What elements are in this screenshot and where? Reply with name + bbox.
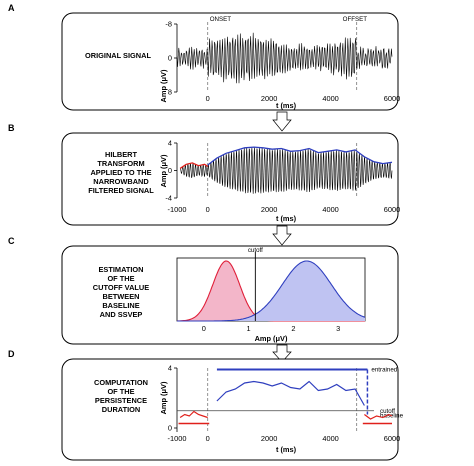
panel-letter-a: A (8, 3, 15, 13)
x-axis-label: t (ms) (276, 214, 297, 223)
onset-label: ONSET (210, 16, 232, 23)
x-axis-label: t (ms) (276, 101, 297, 110)
filtered-signal-line (180, 147, 393, 194)
y-axis-label: Amp (μV) (159, 381, 168, 414)
panel-a-plot: Amp (μV) -8 0 8 ONSET OFFSET 0 2000 4000 6000 t (m… (159, 16, 400, 110)
x-tick-label: 2000 (261, 434, 277, 443)
y-tick-label: 8 (168, 88, 172, 97)
signal-line (176, 32, 393, 84)
x-axis-label: Amp (μV) (255, 334, 288, 343)
y-tick-label: -4 (165, 194, 172, 203)
panel-d-title-line-2: PERSISTENCE (95, 396, 147, 405)
offset-label: OFFSET (343, 16, 368, 23)
cutoff-label: cutoff (380, 408, 395, 415)
panel-b-frame (61, 132, 399, 226)
panel-a-frame (61, 12, 399, 111)
x-tick-label: 6000 (384, 205, 400, 214)
panel-b-title-line-1: TRANSFORM (97, 159, 144, 168)
panel-letter-b: B (8, 123, 15, 133)
panel-c-title-line-0: ESTIMATION (98, 265, 143, 274)
y-tick-label: 0 (168, 424, 172, 433)
x-tick-label: 2 (291, 324, 295, 333)
x-tick-label: 0 (206, 94, 210, 103)
panel-letter-c: C (8, 236, 15, 246)
panel-d-title-line-0: COMPUTATION (94, 378, 148, 387)
entrained-label: entrained (371, 367, 397, 374)
cutoff-label: cutoff (248, 247, 263, 254)
arrow-icon-c-d (272, 344, 292, 363)
panel-b-plot: Amp (μV)4 0 -4 -1000 0 2000 4000 6000 t (ms) (159, 139, 400, 224)
y-axis-label: Amp (μV) (159, 154, 168, 187)
y-tick-label: 0 (168, 166, 172, 175)
x-tick-label: 0 (202, 324, 206, 333)
x-tick-label: 6000 (384, 94, 400, 103)
panel-c-title-line-1: OF THE (107, 274, 134, 283)
x-tick-label: 0 (206, 205, 210, 214)
x-tick-label: 4000 (322, 205, 338, 214)
panel-d-title-line-3: DURATION (102, 405, 140, 414)
panel-d-frame (61, 358, 399, 461)
baseline-envelope-line (179, 162, 209, 169)
x-tick-label: -1000 (168, 205, 187, 214)
x-tick-label: -1000 (168, 434, 187, 443)
y-axis-label: Amp (μV) (159, 69, 168, 102)
x-tick-label: 1 (247, 324, 251, 333)
x-tick-label: 0 (206, 434, 210, 443)
envelope-line-2 (364, 413, 393, 420)
y-tick-label: -8 (165, 20, 172, 29)
panel-letter-d: D (8, 349, 15, 359)
arrow-icon-b-c (272, 225, 292, 246)
x-tick-label: 4000 (322, 94, 338, 103)
panel-c-plot: cutoff 0 1 2 3 Amp (μV) (176, 247, 366, 343)
distribution-area-1 (177, 261, 365, 321)
panel-c-title-line-4: BASELINE (102, 301, 139, 310)
envelope-line-1 (216, 380, 365, 406)
ssvep-envelope-line (207, 146, 393, 166)
panel-b-title-line-3: NARROWBAND (93, 177, 149, 186)
panel-c-title-line-3: BETWEEN (103, 292, 140, 301)
envelope-line-0 (179, 410, 208, 419)
x-tick-label: 2000 (261, 94, 277, 103)
panel-c-title-line-5: AND SSVEP (100, 310, 143, 319)
x-tick-label: 6000 (384, 434, 400, 443)
distribution-line-1 (177, 260, 366, 322)
panel-b-title-line-4: FILTERED SIGNAL (88, 186, 154, 195)
x-tick-label: 2000 (261, 205, 277, 214)
panel-b-title-line-2: APPLIED TO THE (90, 168, 151, 177)
arrow-icon-a-b (272, 111, 292, 132)
x-tick-label: 3 (336, 324, 340, 333)
panel-a-title: ORIGINAL SIGNAL (85, 51, 151, 60)
panel-d-title-line-1: OF THE (107, 387, 134, 396)
y-tick-label: 0 (168, 54, 172, 63)
panel-b-title-line-0: HILBERT (105, 150, 138, 159)
distribution-area-0 (177, 261, 365, 321)
panel-c-title-line-2: CUTOFF VALUE (93, 283, 149, 292)
y-tick-label: 4 (168, 364, 172, 373)
y-tick-label: 4 (168, 139, 172, 148)
x-tick-label: 4000 (322, 434, 338, 443)
x-axis-label: t (ms) (276, 445, 297, 454)
